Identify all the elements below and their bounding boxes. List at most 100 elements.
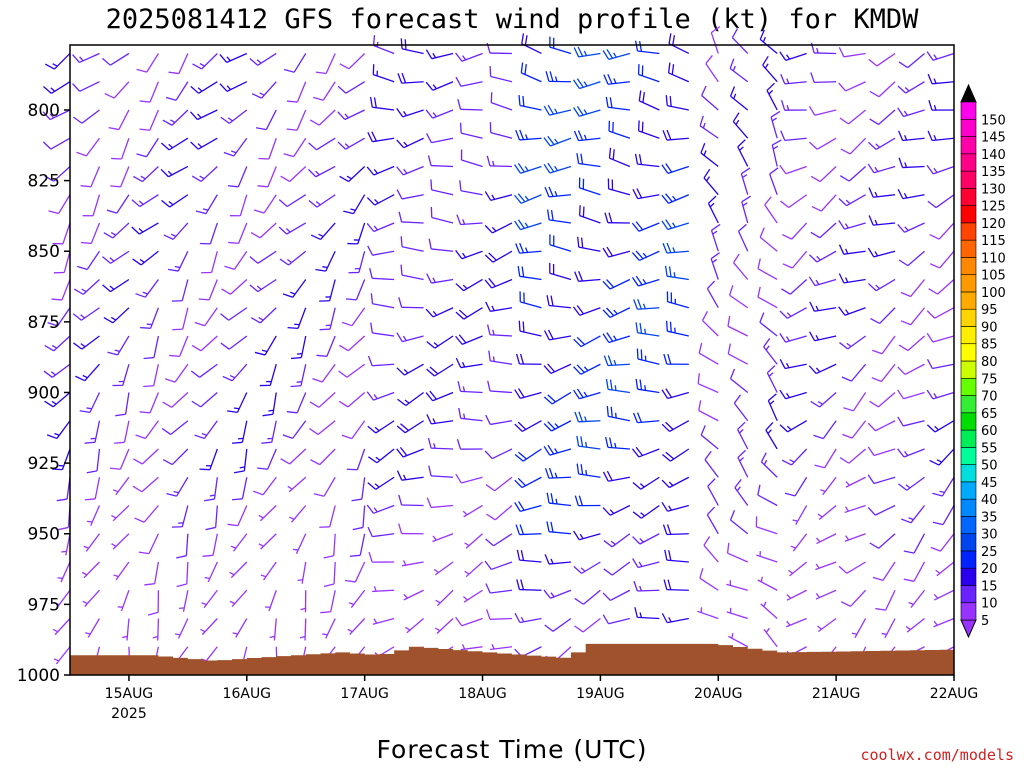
wind-barb bbox=[516, 549, 542, 563]
wind-barb bbox=[44, 53, 71, 70]
wind-barb bbox=[396, 420, 424, 434]
wind-barb bbox=[172, 307, 189, 331]
wind-barb bbox=[368, 551, 395, 563]
wind-barb bbox=[767, 393, 778, 422]
wind-barb bbox=[396, 446, 424, 458]
wind-barb bbox=[868, 215, 896, 226]
wind-barb bbox=[319, 307, 336, 331]
wind-barb bbox=[320, 590, 336, 614]
site-credit[interactable]: coolwx.com/models bbox=[860, 746, 1014, 764]
wind-barb bbox=[201, 589, 218, 609]
wind-barb bbox=[908, 589, 926, 608]
wind-barb bbox=[514, 612, 542, 624]
wind-barb bbox=[300, 590, 307, 613]
wind-barb bbox=[283, 53, 307, 73]
wind-barb bbox=[544, 617, 572, 632]
y-tick-label: 925 bbox=[28, 454, 60, 474]
x-tick-label: 21AUG bbox=[812, 686, 861, 702]
wind-barb bbox=[705, 55, 719, 83]
wind-barb bbox=[460, 149, 483, 168]
wind-barb bbox=[544, 554, 571, 565]
wind-barb bbox=[603, 533, 631, 548]
wind-barb bbox=[710, 252, 721, 280]
wind-barb bbox=[194, 420, 218, 440]
wind-barb bbox=[930, 533, 955, 552]
wind-barb bbox=[160, 137, 189, 151]
wind-barb bbox=[485, 533, 513, 547]
x-tick-label: 15AUG bbox=[105, 686, 154, 702]
wind-barb bbox=[867, 474, 896, 485]
wind-barb bbox=[287, 307, 307, 329]
wind-barb bbox=[808, 363, 837, 375]
wind-barb bbox=[312, 363, 336, 383]
colorbar-swatch bbox=[960, 447, 977, 465]
wind-barb bbox=[103, 307, 130, 324]
wind-barb bbox=[323, 533, 336, 559]
wind-barb bbox=[926, 51, 955, 61]
wind-barb bbox=[199, 222, 218, 245]
wind-barb bbox=[602, 589, 631, 601]
wind-barb bbox=[161, 194, 189, 208]
wind-barb bbox=[727, 343, 749, 365]
wind-barb bbox=[396, 189, 424, 200]
wind-barb bbox=[250, 222, 277, 239]
wind-barb bbox=[661, 193, 690, 204]
wind-barb bbox=[635, 378, 660, 394]
colorbar-swatch bbox=[960, 291, 977, 310]
colorbar-swatch bbox=[960, 481, 977, 500]
colorbar-swatch bbox=[960, 602, 977, 621]
wind-barb bbox=[634, 40, 660, 55]
wind-barb bbox=[231, 420, 248, 444]
wind-barb bbox=[191, 391, 218, 408]
wind-barb bbox=[111, 138, 130, 160]
wind-barb bbox=[779, 420, 807, 433]
wind-barb bbox=[633, 580, 660, 592]
wind-barb bbox=[135, 420, 159, 440]
wind-barb bbox=[780, 130, 807, 142]
colorbar-label: 20 bbox=[981, 562, 998, 577]
wind-barb bbox=[661, 388, 689, 400]
wind-barb bbox=[347, 222, 366, 245]
wind-barb bbox=[140, 307, 160, 329]
wind-barb bbox=[171, 505, 189, 528]
wind-barb bbox=[347, 618, 366, 636]
wind-barb bbox=[514, 501, 542, 512]
wind-barb bbox=[163, 222, 189, 240]
wind-barb bbox=[463, 589, 483, 603]
wind-barb bbox=[164, 363, 189, 383]
wind-barb bbox=[113, 476, 130, 496]
wind-barb bbox=[400, 38, 424, 55]
wind-barb bbox=[574, 411, 601, 423]
wind-barb bbox=[514, 388, 542, 400]
wind-barb bbox=[844, 533, 866, 542]
colorbar-label: 130 bbox=[981, 182, 1006, 197]
wind-barb bbox=[176, 561, 189, 588]
wind-barb bbox=[102, 52, 130, 66]
wind-barb bbox=[840, 137, 867, 155]
wind-barb bbox=[790, 533, 808, 552]
wind-barb bbox=[841, 363, 867, 382]
wind-barb bbox=[286, 81, 307, 103]
wind-barb bbox=[664, 549, 689, 563]
wind-barb bbox=[872, 561, 896, 582]
wind-barb bbox=[397, 72, 424, 84]
wind-barb bbox=[515, 242, 542, 254]
wind-barb bbox=[631, 275, 660, 287]
wind-barb bbox=[608, 120, 631, 139]
wind-barb bbox=[838, 220, 866, 230]
wind-barb bbox=[869, 109, 896, 126]
wind-barb bbox=[82, 194, 101, 217]
wind-barb bbox=[254, 335, 277, 356]
wind-barb bbox=[103, 222, 130, 239]
wind-barb bbox=[348, 589, 366, 609]
wind-barb bbox=[168, 53, 189, 75]
wind-barb bbox=[56, 477, 71, 502]
wind-barb bbox=[543, 363, 572, 375]
wind-barb bbox=[808, 105, 837, 116]
wind-barb bbox=[309, 392, 336, 408]
wind-barb bbox=[729, 58, 749, 83]
wind-barb bbox=[249, 250, 277, 264]
wind-barb bbox=[697, 373, 719, 394]
wind-barb bbox=[53, 646, 71, 665]
colorbar-swatch bbox=[960, 188, 977, 206]
